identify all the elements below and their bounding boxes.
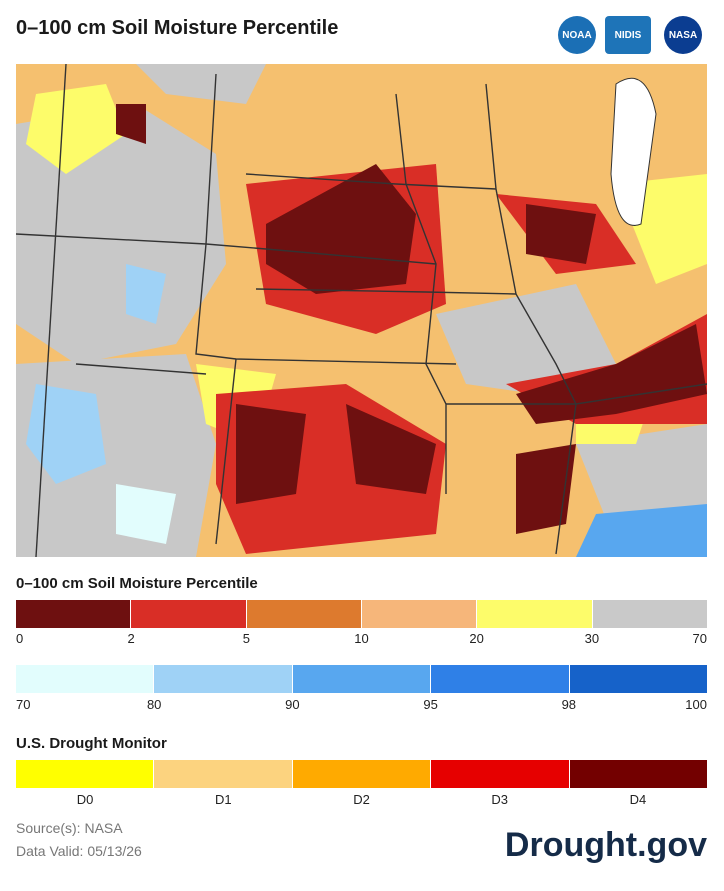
map-title: 0–100 cm Soil Moisture Percentile xyxy=(16,17,339,39)
legend-swatch xyxy=(16,760,155,788)
wet-legend-bar xyxy=(16,665,708,693)
tick-label: 100 xyxy=(685,697,707,712)
dry-legend-bar xyxy=(16,600,707,628)
legend-swatch xyxy=(16,665,155,693)
tick-label: 20 xyxy=(469,631,484,646)
tick-label: 30 xyxy=(584,631,600,646)
legend-swatch xyxy=(431,665,570,693)
brand: Drought.gov xyxy=(504,826,707,864)
legend-swatch xyxy=(361,600,478,628)
drought-monitor-title: U.S. Drought Monitor xyxy=(16,735,167,752)
tick-label: 5 xyxy=(242,631,250,646)
legend-swatch xyxy=(292,760,432,788)
legend-swatch xyxy=(477,600,593,628)
category-label: D0 xyxy=(76,792,94,807)
percentile-legend-title: 0–100 cm Soil Moisture Percentile xyxy=(16,575,258,592)
source: Source(s): NASA xyxy=(16,820,123,836)
nasa-logo: NASA xyxy=(664,16,702,54)
tick-label: 90 xyxy=(285,697,300,712)
map-blue-areas xyxy=(26,264,707,557)
legend-swatch xyxy=(592,600,707,628)
category-label: D3 xyxy=(491,792,508,807)
drought-monitor-bar xyxy=(16,760,708,788)
state-borders xyxy=(16,64,707,557)
tick-label: 70 xyxy=(16,697,31,712)
legend-swatch xyxy=(569,665,708,693)
tick-label: 10 xyxy=(354,631,369,646)
category-label: D1 xyxy=(214,792,232,807)
legend-swatch xyxy=(569,760,708,788)
tick-label: 2 xyxy=(127,631,135,646)
noaa-logo: NOAA xyxy=(558,16,596,54)
soil-moisture-map xyxy=(16,64,707,557)
tick-label: 80 xyxy=(146,697,162,712)
legend-swatch xyxy=(292,665,432,693)
nidis-logo: NIDIS xyxy=(605,16,651,54)
legend-swatch xyxy=(246,600,362,628)
legend-swatch xyxy=(154,760,293,788)
category-label: D4 xyxy=(629,792,647,807)
lake-michigan xyxy=(610,77,657,226)
category-label: D2 xyxy=(353,792,370,807)
data-valid: Data Valid: 05/13/26 xyxy=(16,843,142,859)
tick-label: 98 xyxy=(561,697,577,712)
legend-swatch xyxy=(16,600,132,628)
tick-label: 95 xyxy=(423,697,438,712)
tick-label: 70 xyxy=(692,631,707,646)
legend-swatch xyxy=(154,665,293,693)
legend-swatch xyxy=(431,760,570,788)
tick-label: 0 xyxy=(16,631,24,646)
legend-swatch xyxy=(131,600,247,628)
map-dark-red-areas xyxy=(116,104,707,534)
